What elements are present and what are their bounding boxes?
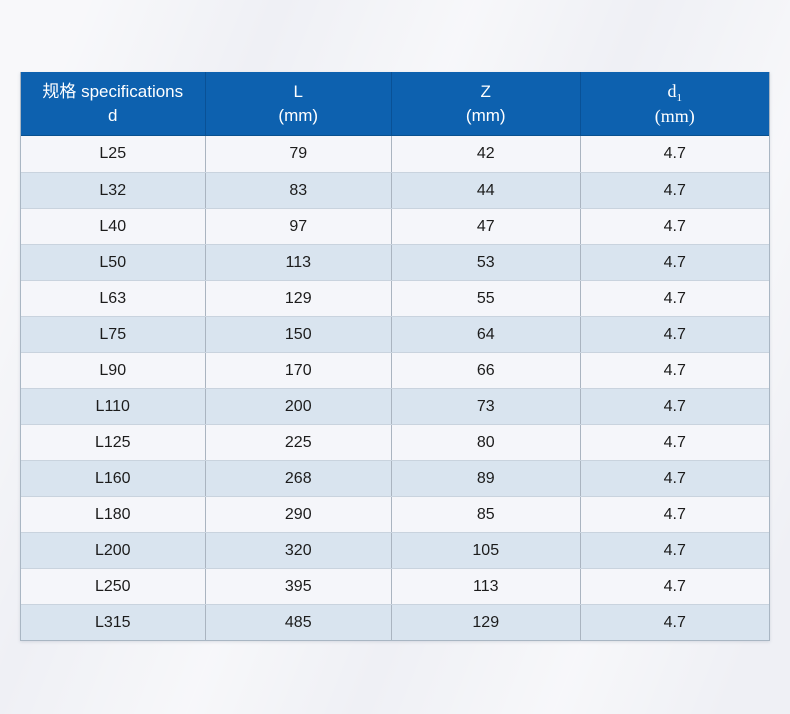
cell-spec: L125 [21,425,206,460]
cell-d1: 4.7 [663,541,686,559]
cell-l: 97 [206,209,392,244]
cell-spec: L110 [21,389,206,424]
cell-d1: 4.7 [663,397,686,415]
cell-spec: L40 [21,209,206,244]
cell-spec: L50 [21,245,206,280]
cell-l: 320 [206,533,392,568]
table-body: L25 79 42 4.7 L32 83 44 4.7 L40 97 47 4.… [21,136,769,640]
cell-z: 113 [392,569,581,604]
cell-d1: 4.7 [663,577,686,595]
cell-d1: 4.7 [663,145,686,162]
cell-z: 80 [392,425,581,460]
cell-spec: L75 [21,317,206,352]
cell-d1: 4.7 [663,469,686,487]
table-row: L32 83 44 4.7 [21,172,769,208]
cell-d1: 4.7 [663,253,686,271]
cell-d1: 4.7 [663,433,686,451]
table-row: L125 225 80 4.7 [21,424,769,460]
cell-z: 73 [392,389,581,424]
cell-z: 85 [392,497,581,532]
cell-l: 150 [206,317,392,352]
cell-l: 129 [206,281,392,316]
cell-l: 225 [206,425,392,460]
table-row: L110 200 73 4.7 [21,388,769,424]
cell-spec: L90 [21,353,206,388]
cell-l: 395 [206,569,392,604]
header-z: Z (mm) [392,72,581,135]
table-row: L90 170 66 4.7 [21,352,769,388]
cell-d1: 4.7 [663,361,686,379]
cell-l: 290 [206,497,392,532]
cell-l: 200 [206,389,392,424]
cell-z: 53 [392,245,581,280]
spec-table: 规格 specifications d L (mm) Z (mm) d1 (mm… [20,72,770,641]
table-row: L25 79 42 4.7 [21,136,769,172]
cell-spec: L250 [21,569,206,604]
cell-l: 83 [206,173,392,208]
header-l-unit: (mm) [278,105,319,125]
header-spec-line1: 规格 specifications [42,82,184,102]
cell-z: 89 [392,461,581,496]
cell-l: 113 [206,245,392,280]
cell-l: 170 [206,353,392,388]
table-row: L250 395 113 4.7 [21,568,769,604]
cell-z: 64 [392,317,581,352]
cell-spec: L25 [21,136,206,172]
cell-d1: 4.7 [663,505,686,523]
table-row: L160 268 89 4.7 [21,460,769,496]
cell-d1: 4.7 [663,325,686,343]
table-row: L180 290 85 4.7 [21,496,769,532]
header-d1-subscript: 1 [676,91,683,104]
table-row: L40 97 47 4.7 [21,208,769,244]
cell-spec: L180 [21,497,206,532]
cell-l: 268 [206,461,392,496]
header-d1-symbol: d1 [668,79,683,104]
cell-d1: 4.7 [663,289,686,307]
cell-z: 66 [392,353,581,388]
cell-z: 105 [392,533,581,568]
header-d1-unit: (mm) [654,105,695,126]
cell-z: 47 [392,209,581,244]
table-header-row: 规格 specifications d L (mm) Z (mm) d1 (mm… [21,72,769,136]
cell-d1: 4.7 [663,613,686,631]
table-row: L200 320 105 4.7 [21,532,769,568]
header-spec-line2: d [108,105,118,125]
cell-spec: L315 [21,605,206,640]
cell-l: 79 [206,136,392,172]
cell-z: 129 [392,605,581,640]
header-d1: d1 (mm) [581,72,770,135]
header-spec: 规格 specifications d [21,72,206,135]
cell-z: 55 [392,281,581,316]
cell-spec: L32 [21,173,206,208]
cell-z: 44 [392,173,581,208]
cell-d1: 4.7 [663,217,686,235]
header-z-unit: (mm) [465,105,506,125]
table-row: L50 113 53 4.7 [21,244,769,280]
table-row: L315 485 129 4.7 [21,604,769,640]
header-d1-base: d [667,80,677,101]
header-z-symbol: Z [480,82,491,102]
header-l: L (mm) [206,72,392,135]
cell-spec: L160 [21,461,206,496]
header-l-symbol: L [293,82,303,102]
cell-spec: L63 [21,281,206,316]
table-row: L63 129 55 4.7 [21,280,769,316]
table-row: L75 150 64 4.7 [21,316,769,352]
cell-spec: L200 [21,533,206,568]
cell-d1: 4.7 [663,181,686,199]
cell-l: 485 [206,605,392,640]
cell-z: 42 [392,136,581,172]
